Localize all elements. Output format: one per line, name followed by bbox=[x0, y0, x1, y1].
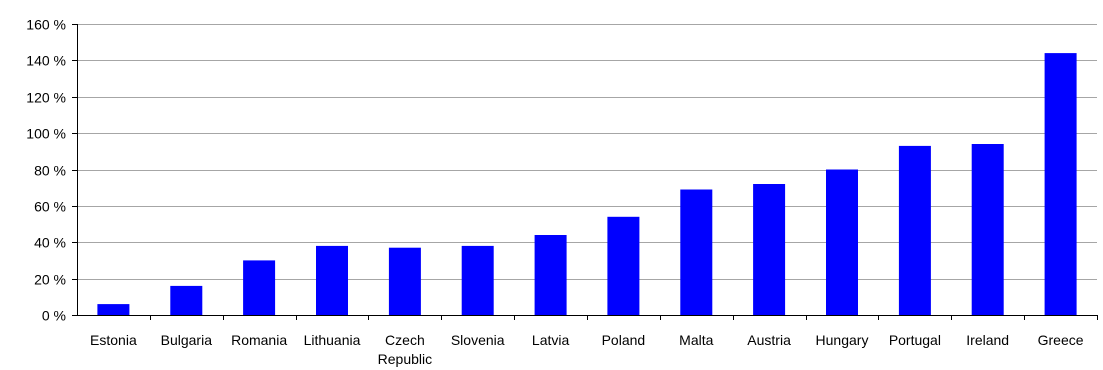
y-tick-label: 100 % bbox=[26, 126, 66, 142]
x-category-label: Czech Republic bbox=[378, 332, 432, 367]
y-tick-labels: 0 % 20 % 40 % 60 % 80 % 100 % 120 % 140 % 160 % bbox=[26, 17, 66, 324]
bar-latvia bbox=[534, 235, 567, 315]
bars bbox=[97, 53, 1077, 315]
bar-czech-republic bbox=[388, 247, 421, 315]
x-category-label: Greece bbox=[1038, 332, 1084, 348]
y-tick-label: 80 % bbox=[34, 163, 66, 179]
y-tick-label: 120 % bbox=[26, 90, 66, 106]
x-category-label: Estonia bbox=[90, 332, 137, 348]
x-category-label: Hungary bbox=[816, 332, 869, 348]
gridlines bbox=[77, 24, 1097, 280]
y-tick-label: 40 % bbox=[34, 235, 66, 251]
y-tick-label: 60 % bbox=[34, 199, 66, 215]
x-category-label: Ireland bbox=[966, 332, 1009, 348]
bar-estonia bbox=[97, 304, 130, 315]
x-category-label: Austria bbox=[747, 332, 791, 348]
bar-portugal bbox=[898, 145, 931, 315]
bar-bulgaria bbox=[170, 285, 203, 315]
bar-greece bbox=[1044, 53, 1077, 315]
x-category-labels: Estonia Bulgaria Romania Lithuania Czech Repu… bbox=[90, 332, 1084, 367]
x-category-label: Latvia bbox=[532, 332, 570, 348]
y-tick-label: 20 % bbox=[34, 272, 66, 288]
y-tick-label: 140 % bbox=[26, 53, 66, 69]
x-category-label: Portugal bbox=[889, 332, 941, 348]
x-category-label: Slovenia bbox=[451, 332, 505, 348]
x-category-label: Poland bbox=[602, 332, 646, 348]
x-category-label: Lithuania bbox=[304, 332, 361, 348]
x-category-label: Bulgaria bbox=[161, 332, 213, 348]
bar-romania bbox=[243, 260, 276, 315]
bar-ireland bbox=[971, 144, 1004, 315]
bar-slovenia bbox=[461, 245, 494, 315]
axes bbox=[72, 24, 1098, 320]
bar-poland bbox=[607, 216, 640, 315]
bar-austria bbox=[753, 184, 786, 315]
x-category-label: Malta bbox=[679, 332, 713, 348]
x-category-label: Romania bbox=[231, 332, 287, 348]
bar-malta bbox=[680, 189, 713, 315]
y-tick-label: 0 % bbox=[42, 308, 66, 324]
bar-hungary bbox=[826, 169, 858, 315]
y-tick-label: 160 % bbox=[26, 17, 66, 33]
bar-lithuania bbox=[316, 245, 348, 315]
